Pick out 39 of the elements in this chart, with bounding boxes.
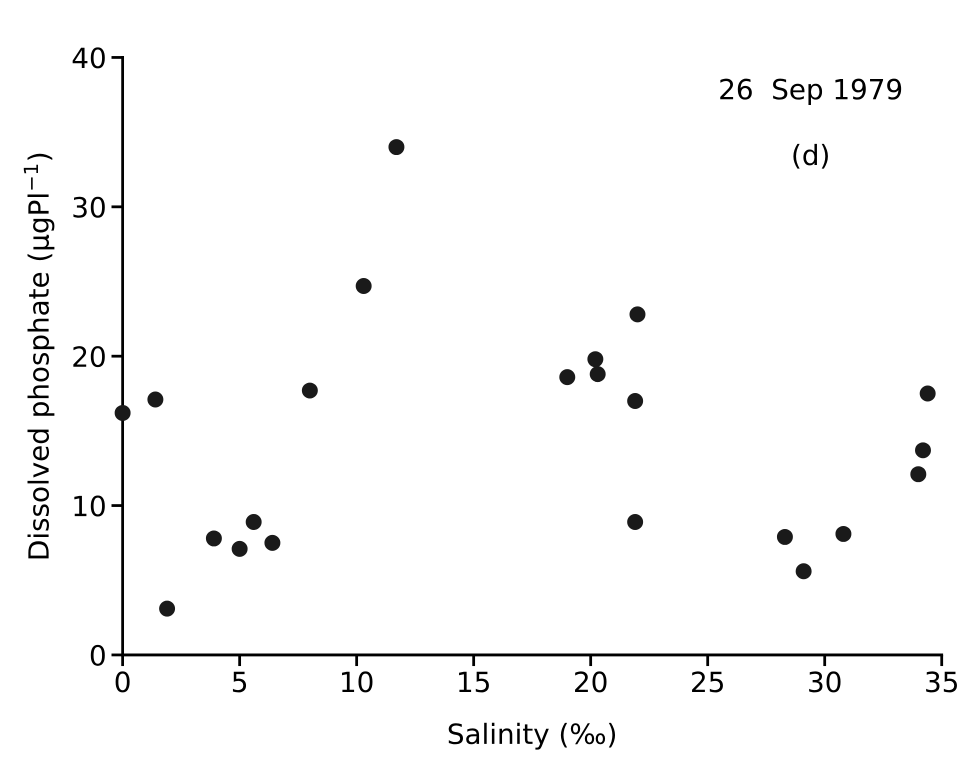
x-tick-label: 5: [232, 672, 246, 692]
x-tick-label: 25: [692, 671, 723, 692]
point: [776, 528, 793, 545]
point: [587, 351, 604, 368]
point: [356, 278, 372, 294]
point: [627, 514, 644, 530]
point: [388, 139, 404, 156]
x-axis-title: Salinity (‰): [448, 722, 616, 750]
point: [627, 393, 644, 409]
point: [920, 386, 936, 402]
point: [559, 369, 576, 386]
point: [147, 392, 164, 408]
point: [206, 530, 222, 546]
y-axis-title: Dissolved phosphate (μgPl$^{−1}$): [24, 154, 54, 558]
annotation: (d): [793, 144, 828, 169]
x-tick-label: 35: [926, 671, 957, 692]
x-tick-label: 20: [575, 671, 607, 692]
point: [232, 540, 248, 557]
x-tick-label: 10: [342, 671, 372, 692]
annotation: 26 Sep 1979: [720, 78, 902, 106]
y-tick-label: 30: [73, 196, 105, 218]
x-tick-label: 30: [809, 671, 841, 692]
point: [835, 526, 852, 542]
point: [910, 466, 926, 482]
x-tick-label: 15: [459, 672, 489, 692]
point: [264, 534, 280, 551]
point: [915, 442, 931, 458]
point: [590, 366, 606, 382]
y-tick-label: 20: [73, 346, 105, 368]
y-tick-label: 40: [72, 47, 105, 68]
point: [796, 563, 812, 580]
point: [246, 514, 262, 530]
point: [302, 382, 318, 399]
point: [114, 404, 131, 421]
point: [630, 306, 646, 322]
y-tick-label: 0: [90, 644, 105, 666]
x-tick-label: 0: [116, 671, 130, 692]
point: [159, 600, 176, 617]
y-tick-label: 10: [74, 495, 105, 517]
